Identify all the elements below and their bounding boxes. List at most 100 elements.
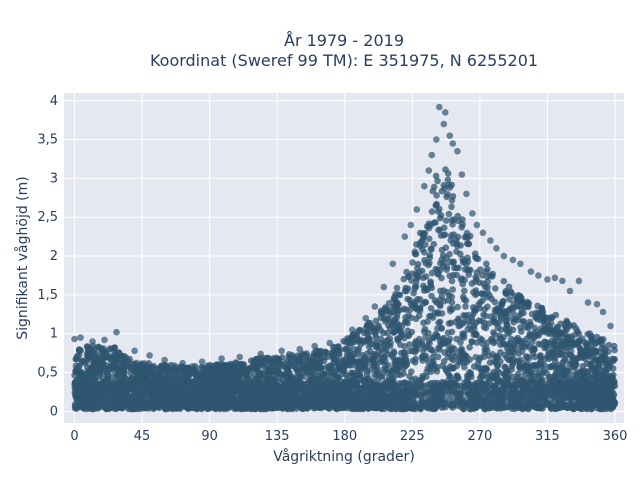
data-point xyxy=(365,335,373,343)
data-point xyxy=(483,260,490,268)
data-point xyxy=(328,352,336,359)
data-point xyxy=(513,357,521,365)
data-point xyxy=(484,278,491,286)
data-point xyxy=(514,370,522,378)
data-point xyxy=(440,297,448,305)
data-point xyxy=(274,356,282,364)
data-point xyxy=(72,355,80,363)
data-point xyxy=(167,361,175,369)
data-point xyxy=(250,359,257,367)
data-point xyxy=(429,314,437,321)
data-point xyxy=(427,305,435,312)
data-point xyxy=(110,344,118,352)
data-point xyxy=(438,310,446,317)
data-point xyxy=(561,390,569,398)
data-point xyxy=(372,331,379,338)
data-point xyxy=(372,366,379,374)
data-point xyxy=(135,362,143,370)
data-point xyxy=(430,183,438,191)
data-point xyxy=(283,372,291,379)
data-point xyxy=(141,372,149,379)
data-point xyxy=(367,355,375,363)
data-point xyxy=(609,365,617,372)
data-point xyxy=(377,307,385,315)
data-point xyxy=(524,322,532,330)
data-point xyxy=(359,404,366,412)
data-point xyxy=(444,176,452,184)
data-point xyxy=(428,208,436,215)
data-point xyxy=(428,269,436,277)
data-point xyxy=(474,255,482,263)
data-point xyxy=(314,348,322,355)
data-point xyxy=(552,365,559,372)
data-point xyxy=(470,310,477,318)
data-point xyxy=(434,353,442,361)
data-point xyxy=(432,202,440,209)
data-point xyxy=(463,261,470,268)
data-point xyxy=(420,319,427,327)
data-point xyxy=(321,370,328,377)
data-point xyxy=(83,343,91,350)
data-point xyxy=(537,341,545,348)
data-point xyxy=(482,344,490,352)
data-point xyxy=(381,345,389,352)
data-point xyxy=(432,172,440,180)
data-point xyxy=(76,370,84,378)
data-point xyxy=(206,361,214,369)
data-point xyxy=(430,360,437,368)
data-point xyxy=(115,349,123,356)
data-point xyxy=(459,255,466,263)
data-point xyxy=(518,328,525,335)
data-point xyxy=(233,360,240,367)
data-point xyxy=(449,286,457,293)
data-point xyxy=(453,372,461,379)
data-point xyxy=(432,219,439,226)
data-point xyxy=(412,270,420,278)
data-point xyxy=(441,349,448,356)
data-point xyxy=(573,340,581,347)
data-point xyxy=(77,347,85,354)
data-point xyxy=(347,357,354,364)
data-point xyxy=(434,177,441,185)
data-point xyxy=(220,361,228,369)
data-point xyxy=(123,358,131,365)
data-point xyxy=(423,403,431,411)
data-point xyxy=(91,346,98,353)
data-point xyxy=(457,250,464,258)
data-point xyxy=(492,285,499,292)
data-point xyxy=(450,259,457,267)
data-point xyxy=(394,365,402,373)
data-point xyxy=(568,352,575,359)
data-point xyxy=(478,373,486,381)
data-point xyxy=(491,338,499,345)
data-point xyxy=(73,379,80,386)
data-point xyxy=(71,405,79,412)
data-point xyxy=(570,364,577,371)
data-point xyxy=(465,240,472,248)
data-point xyxy=(531,362,538,370)
data-point xyxy=(500,277,508,285)
data-point xyxy=(555,370,563,378)
data-point xyxy=(548,314,556,322)
data-point xyxy=(168,373,176,381)
data-point xyxy=(503,321,511,328)
data-point xyxy=(592,347,600,355)
data-point xyxy=(459,280,467,288)
data-point xyxy=(264,372,272,379)
data-point xyxy=(417,238,425,245)
data-point xyxy=(433,192,440,199)
data-point xyxy=(110,363,118,371)
data-point xyxy=(274,400,282,408)
data-point xyxy=(447,363,454,370)
data-point xyxy=(510,341,518,349)
data-point xyxy=(127,363,134,371)
data-point xyxy=(546,323,553,330)
data-point xyxy=(401,349,408,357)
data-point xyxy=(314,378,321,386)
data-point xyxy=(425,337,433,345)
data-point xyxy=(109,402,116,409)
data-point xyxy=(441,231,449,238)
data-point xyxy=(591,356,599,364)
data-point xyxy=(145,364,152,371)
data-point xyxy=(420,282,427,290)
